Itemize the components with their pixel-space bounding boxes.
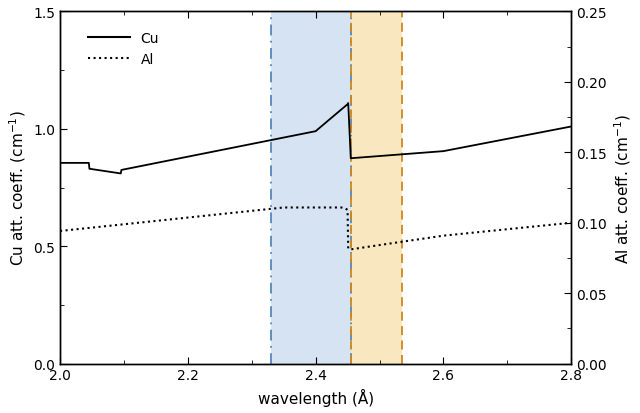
X-axis label: wavelength (Å): wavelength (Å) (257, 388, 374, 406)
Bar (351, 12, 402, 364)
Bar (271, 12, 351, 364)
Legend: Cu, Al: Cu, Al (83, 26, 164, 72)
Y-axis label: Al att. coeff. (cm$^{-1}$): Al att. coeff. (cm$^{-1}$) (612, 113, 633, 263)
Y-axis label: Cu att. coeff. (cm$^{-1}$): Cu att. coeff. (cm$^{-1}$) (7, 110, 28, 266)
